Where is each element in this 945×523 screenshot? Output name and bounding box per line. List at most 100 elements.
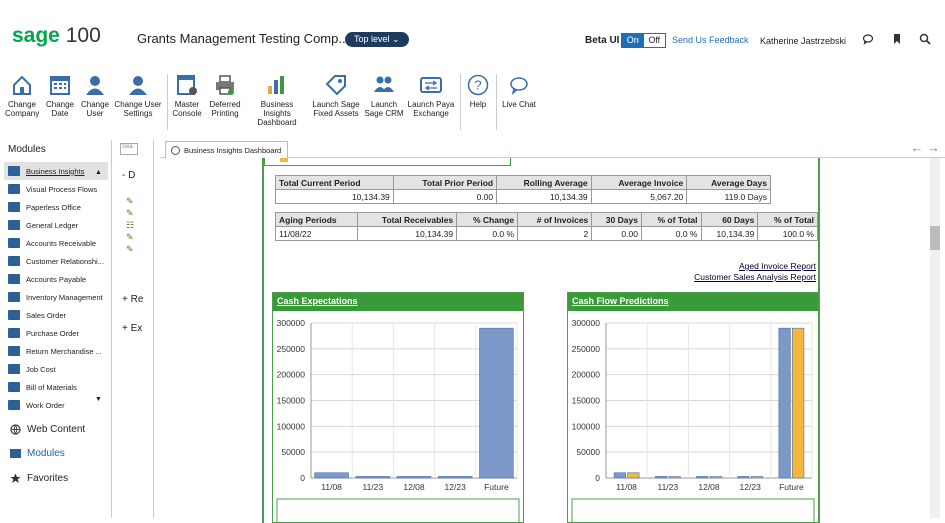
table-header-cell: Average Invoice (590, 175, 688, 190)
sidebar-item-label: Bill of Materials (26, 382, 77, 392)
user-name[interactable]: Katherine Jastrzebski (760, 36, 847, 46)
toggle-on[interactable]: On (622, 34, 644, 47)
y-tick-label: 250000 (572, 344, 601, 354)
nav-modules[interactable]: Modules (10, 448, 65, 459)
tb-label: Printing (211, 109, 239, 118)
back-arrow-icon[interactable]: ← (910, 140, 924, 155)
tab-business-insights-dashboard[interactable]: Business Insights Dashboard (165, 141, 289, 158)
lower-panel-edge (571, 498, 815, 523)
task-icons[interactable]: ✎ ✎ ☷ ✎ ✎ (126, 196, 135, 254)
business-insights-dashboard-button[interactable]: Business Insights Dashboard (246, 74, 308, 127)
level-dropdown[interactable]: Top level ⌄ (345, 32, 409, 47)
launch-sage-crm-button[interactable]: Launch Sage CRM (364, 74, 404, 118)
y-tick-label: 150000 (572, 396, 601, 406)
table-cell: 0.0 % (456, 226, 519, 241)
sidebar-item[interactable]: Work Order (4, 396, 108, 412)
sidebar-item[interactable]: Business Insights (4, 162, 108, 180)
table-header-cell: 30 Days (591, 212, 642, 227)
sidebar-item[interactable]: Customer Relationshi... (4, 252, 108, 270)
tab-bar: Business Insights Dashboard ← → (160, 140, 945, 158)
sidebar-item[interactable]: Paperless Office (4, 198, 108, 216)
logo-brand: sage (12, 24, 60, 47)
aged-invoice-report-link[interactable]: Aged Invoice Report (738, 261, 816, 271)
bookmark-icon[interactable] (891, 33, 903, 45)
sidebar-item-label: Visual Process Flows (26, 184, 98, 194)
module-icon (8, 274, 20, 284)
toggle-off[interactable]: Off (648, 35, 661, 45)
web-content-icon (10, 424, 21, 435)
sidebar-item[interactable]: Sales Order (4, 306, 108, 324)
sidebar-item[interactable]: Bill of Materials (4, 378, 108, 396)
nav-web-content[interactable]: Web Content (10, 424, 85, 435)
sidebar-item[interactable]: General Ledger (4, 216, 108, 234)
sidebar-item[interactable]: Accounts Payable (4, 270, 108, 288)
star-icon (10, 473, 21, 483)
live-chat-button[interactable]: Live Chat (500, 74, 538, 109)
master-console-button[interactable]: Master Console (171, 74, 203, 118)
change-user-button[interactable]: Change User (80, 74, 110, 118)
deferred-printing-button[interactable]: Deferred Printing (207, 74, 243, 118)
logo-number: 100 (65, 24, 101, 47)
customer-sales-analysis-report-link[interactable]: Customer Sales Analysis Report (694, 272, 816, 282)
dashboard-icon (171, 146, 180, 155)
vertical-scrollbar[interactable] (930, 158, 940, 518)
cash-expectations-panel: Cash Expectations 0 50000 100000 150000 2000… (272, 292, 524, 523)
sidebar-item[interactable]: Purchase Order (4, 324, 108, 342)
help-button[interactable]: ? Help (465, 74, 491, 109)
module-icon (8, 202, 20, 212)
chart-title[interactable]: Cash Flow Predictions (568, 293, 818, 311)
beta-ui-toggle[interactable]: On Off (621, 33, 666, 48)
y-tick-label: 200000 (572, 370, 601, 380)
chart-title[interactable]: Cash Expectations (273, 293, 523, 311)
tb-label: Dashboard (257, 118, 297, 127)
sidebar-item[interactable]: Return Merchandise ... (4, 342, 108, 360)
table-header-cell: Total Prior Period (392, 175, 498, 190)
toolbar-divider (496, 74, 497, 130)
scrollbar-thumb[interactable] (930, 226, 940, 250)
sidebar-item-label: Return Merchandise ... (26, 346, 102, 356)
tag-icon (325, 74, 347, 96)
change-date-button[interactable]: Change Date (44, 74, 76, 118)
x-tick-label: 12/23 (740, 482, 762, 492)
nav-favorites[interactable]: Favorites (10, 473, 68, 484)
chat-bubble-icon[interactable] (862, 33, 874, 45)
console-icon (176, 74, 198, 96)
table-header-cell: Aging Periods (275, 212, 358, 227)
launch-sage-fixed-assets-button[interactable]: Launch Sage Fixed Assets (312, 74, 360, 118)
tasks-group-ex[interactable]: + Ex (122, 323, 143, 334)
modules-list[interactable]: Business Insights Visual Process Flows Pap… (4, 162, 108, 412)
tb-label: Console (172, 109, 202, 118)
y-tick-label: 150000 (277, 396, 306, 406)
forward-arrow-icon[interactable]: → (927, 140, 940, 155)
table-cell: 0.00 (591, 226, 642, 241)
tb-label: Business Insights (260, 100, 294, 118)
y-tick-label: 50000 (576, 447, 600, 457)
x-tick-label: 11/23 (657, 482, 678, 492)
launch-paya-exchange-button[interactable]: Launch Paya Exchange (407, 74, 455, 118)
scroll-down-icon[interactable]: ▼ (95, 396, 102, 403)
toolbar-divider (460, 74, 461, 130)
feedback-link[interactable]: Send Us Feedback (672, 35, 749, 45)
sidebar-item[interactable]: Job Cost (4, 360, 108, 378)
bar (314, 472, 349, 479)
chevron-down-icon: ⌄ (392, 34, 400, 44)
nav-arrows[interactable]: ← → (910, 140, 940, 155)
sidebar-item[interactable]: Visual Process Flows (4, 180, 108, 198)
module-icon (8, 184, 20, 194)
toolbar-divider (167, 74, 168, 130)
tasks-group-d[interactable]: - D (122, 170, 136, 181)
bar (668, 476, 681, 479)
module-icon (8, 346, 20, 356)
sidebar-item[interactable]: Accounts Receivable (4, 234, 108, 252)
tasks-group-re[interactable]: + Re (122, 294, 144, 305)
scroll-up-icon[interactable]: ▲ (95, 169, 102, 176)
change-user-settings-button[interactable]: Change User Settings (114, 74, 162, 118)
toolbar: Change Company Change Date Change User C… (0, 70, 945, 130)
y-tick-label: 300000 (572, 318, 601, 328)
user-icon (84, 74, 106, 96)
change-company-button[interactable]: Change Company (5, 74, 39, 118)
sidebar-item[interactable]: Inventory Management (4, 288, 108, 306)
search-icon[interactable] (919, 33, 931, 45)
tasks-search-input[interactable]: Sea (120, 143, 138, 155)
sidebar-item-label: Paperless Office (26, 202, 81, 212)
